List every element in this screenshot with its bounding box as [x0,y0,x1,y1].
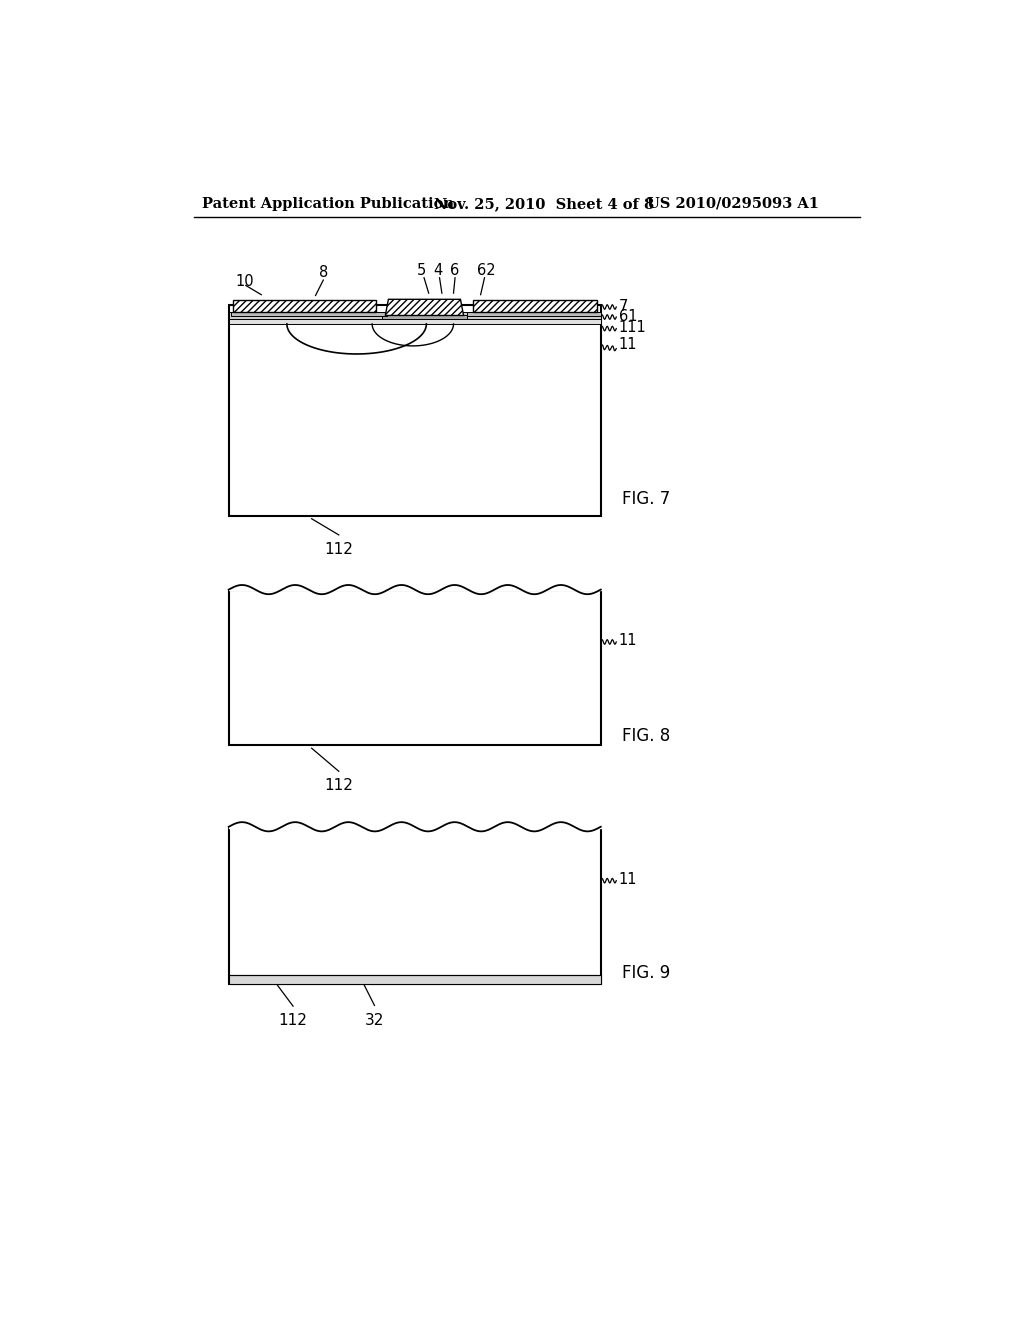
Bar [228,305,601,516]
Bar [228,826,601,983]
Text: FIG. 7: FIG. 7 [623,490,671,508]
Text: 4: 4 [433,263,442,277]
Text: 7: 7 [618,298,628,314]
Text: US 2010/0295093 A1: US 2010/0295093 A1 [647,197,819,211]
Bar [228,313,601,318]
Text: 32: 32 [365,1014,384,1028]
Bar [228,318,601,323]
Text: 61: 61 [618,309,637,323]
Text: 5: 5 [417,263,426,277]
Text: 62: 62 [477,263,496,277]
Text: 6: 6 [451,263,460,277]
Text: 112: 112 [325,543,353,557]
Bar [473,300,597,313]
Bar [228,974,601,983]
Bar [467,313,601,317]
Text: Nov. 25, 2010  Sheet 4 of 8: Nov. 25, 2010 Sheet 4 of 8 [434,197,654,211]
Text: 11: 11 [618,871,637,887]
Text: FIG. 9: FIG. 9 [623,965,671,982]
Bar [231,313,387,317]
Bar [382,315,467,319]
Polygon shape [385,300,464,315]
Bar [232,300,376,313]
Text: 112: 112 [325,779,353,793]
Text: 11: 11 [618,632,637,648]
Text: Patent Application Publication: Patent Application Publication [202,197,454,211]
Text: FIG. 8: FIG. 8 [623,727,671,744]
Text: 111: 111 [618,321,646,335]
Bar [228,590,601,744]
Text: 8: 8 [318,265,328,280]
Text: 10: 10 [234,275,254,289]
Text: 11: 11 [618,337,637,352]
Text: 112: 112 [279,1014,307,1028]
